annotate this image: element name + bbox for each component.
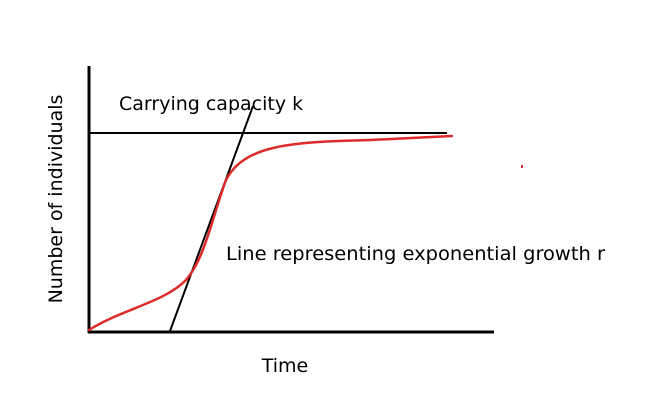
carrying-capacity-label: Carrying capacity k <box>119 93 303 115</box>
logistic-growth-curve <box>87 134 454 332</box>
exponential-growth-label: Line representing exponential growth r <box>226 243 605 265</box>
x-axis-label: Time <box>261 355 309 377</box>
exponential-growth-tangent-line <box>169 105 254 332</box>
stray-red-mark <box>521 165 523 168</box>
y-axis-label: Number of individuals <box>45 95 67 304</box>
